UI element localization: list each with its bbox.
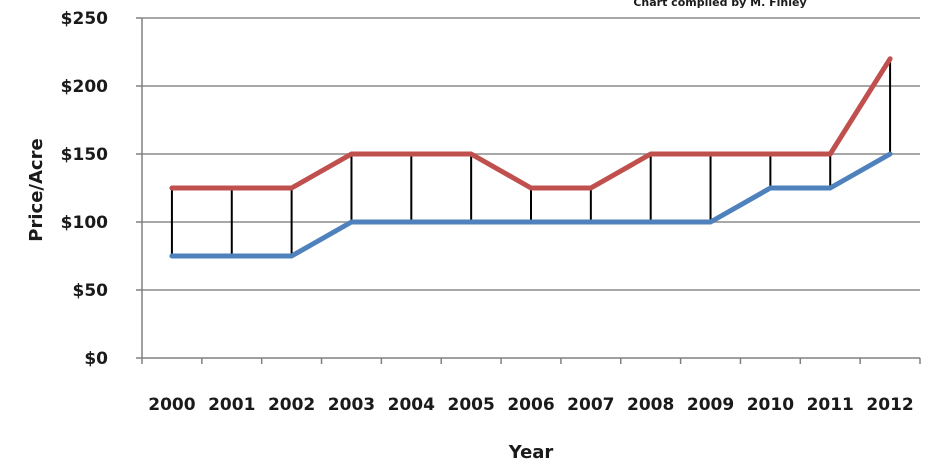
- y-tick-label: $200: [61, 77, 108, 97]
- y-axis: $0 $50 $100 $150 $200 $250: [61, 9, 143, 369]
- high-low-lines: [170, 58, 892, 256]
- x-tick-label: 2003: [328, 395, 375, 415]
- x-tick-label: 2012: [866, 395, 913, 415]
- y-tick-label: $250: [61, 9, 108, 29]
- x-axis: 2000 2001 2002 2003 2004 2005 2006 2007 2008 2009…: [141, 357, 921, 415]
- y-tick-label: $150: [61, 145, 108, 165]
- series-line-1: [169, 56, 893, 191]
- x-tick-label: 2008: [627, 395, 674, 415]
- x-tick-label: 2007: [567, 395, 614, 415]
- gridlines: [142, 17, 920, 291]
- x-tick-label: 2011: [807, 395, 854, 415]
- chart-credit-note: Chart compiled by M. Finley: [633, 0, 806, 9]
- x-tick-label: 2004: [388, 395, 435, 415]
- y-tick-label: $50: [73, 281, 109, 301]
- x-tick-label: 2009: [687, 395, 734, 415]
- x-tick-label: 2001: [208, 395, 255, 415]
- x-tick-label: 2010: [747, 395, 794, 415]
- x-tick-label: 2005: [447, 395, 494, 415]
- x-axis-title: Year: [508, 442, 554, 463]
- x-tick-label: 2000: [148, 395, 195, 415]
- x-tick-label: 2006: [507, 395, 554, 415]
- y-axis-title: Price/Acre: [26, 138, 47, 241]
- y-tick-label: $100: [61, 213, 108, 233]
- x-tick-label: 2002: [268, 395, 315, 415]
- y-tick-label: $0: [84, 349, 108, 369]
- series-group: [169, 56, 893, 259]
